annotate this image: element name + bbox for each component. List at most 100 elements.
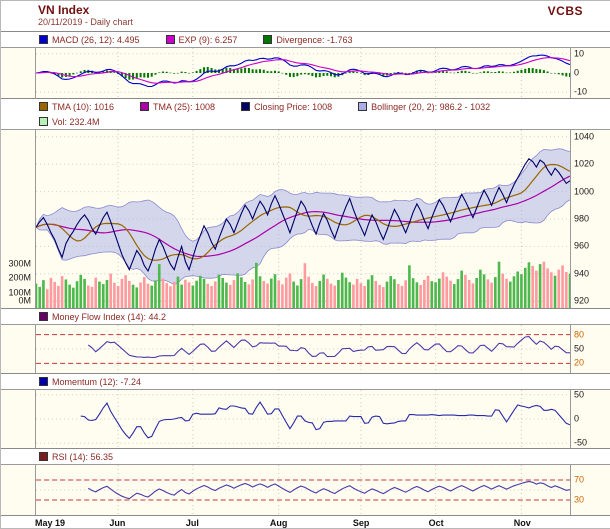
momentum-panel: Momentum (12): -7.24 50 0 -50 — [1, 373, 610, 448]
legend-item-tma25: TMA (25): 1008 — [140, 102, 215, 112]
momentum-color-swatch-icon — [39, 377, 48, 386]
x-axis-right-gutter — [571, 516, 610, 528]
exp-line — [36, 57, 570, 84]
legend-item-tma10: TMA (10): 1016 — [39, 102, 114, 112]
legend-label: EXP (9): 6.257 — [178, 34, 238, 45]
mfi-left-gutter — [1, 325, 35, 373]
x-axis-month-label: Sep — [352, 518, 370, 528]
macd-line — [36, 54, 570, 88]
chart-subtitle: 20/11/2019 - Daily chart — [38, 17, 133, 27]
volume-axis-tick: 0M — [18, 295, 31, 306]
divergence-color-swatch-icon — [263, 35, 273, 44]
y-axis-tick: -50 — [574, 437, 588, 448]
rsi-legend: RSI (14): 56.35 — [1, 449, 610, 465]
volume-axis-tick: 100M — [8, 287, 31, 298]
legend-label: Closing Price: 1008 — [254, 101, 333, 112]
mfi-plot-area — [35, 325, 571, 373]
y-axis-tick: 960 — [574, 240, 590, 251]
price-plot — [36, 130, 570, 308]
legend-label: MACD (26, 12): 4.495 — [52, 34, 140, 45]
momentum-y-axis: 50 0 -50 — [571, 390, 610, 448]
y-axis-tick: 940 — [574, 268, 590, 279]
y-axis-tick: 50 — [574, 343, 585, 354]
legend-label: Divergence: -1.763 — [276, 34, 353, 45]
y-axis-tick: 1020 — [574, 158, 595, 169]
price-plot-area — [35, 130, 571, 308]
x-axis-month-label: Jul — [185, 518, 199, 528]
price-panel: TMA (10): 1016 TMA (25): 1008 Closing Pr… — [1, 98, 610, 308]
legend-item-divergence: Divergence: -1.763 — [263, 35, 352, 45]
rsi-plot-area — [35, 465, 571, 515]
x-axis-month-label: Nov — [513, 518, 531, 528]
y-axis-tick: 0 — [574, 413, 580, 424]
mfi-panel: Money Flow Index (14): 44.2 80 50 20 — [1, 308, 610, 373]
legend-item-mfi: Money Flow Index (14): 44.2 — [39, 312, 166, 322]
price-legend: TMA (10): 1016 TMA (25): 1008 Closing Pr… — [1, 99, 610, 130]
closing-price-color-swatch-icon — [241, 102, 251, 111]
legend-label: RSI (14): 56.35 — [52, 451, 114, 462]
legend-item-volume: Vol: 232.4M — [39, 117, 100, 127]
y-axis-tick: 50 — [574, 389, 585, 400]
momentum-plot — [36, 390, 570, 448]
volume-bars — [36, 261, 570, 308]
rsi-left-gutter — [1, 465, 35, 515]
legend-label: TMA (25): 1008 — [153, 101, 216, 112]
macd-color-swatch-icon — [39, 35, 48, 44]
legend-label: Bollinger (20, 2): 986.2 - 1032 — [371, 101, 491, 112]
mfi-line — [87, 336, 570, 359]
exp-color-swatch-icon — [165, 35, 175, 44]
legend-label: Vol: 232.4M — [52, 116, 100, 127]
x-axis-month-label: Jun — [109, 518, 126, 528]
rsi-color-swatch-icon — [39, 452, 48, 461]
y-axis-tick: 70 — [574, 474, 585, 485]
bollinger-upper-line — [36, 148, 570, 242]
mfi-y-axis: 80 50 20 — [571, 325, 610, 373]
y-axis-tick: 20 — [574, 357, 585, 368]
legend-label: TMA (10): 1016 — [52, 101, 115, 112]
y-axis-tick: 0 — [574, 67, 580, 78]
y-axis-tick: 920 — [574, 295, 590, 306]
x-axis-month-label: Aug — [269, 518, 288, 528]
rsi-y-axis: 70 30 — [571, 465, 610, 515]
bollinger-color-swatch-icon — [358, 102, 368, 111]
rsi-panel: RSI (14): 56.35 70 30 — [1, 448, 610, 515]
x-axis: May 19 Jun Jul Aug Sep Oct Nov — [1, 515, 610, 528]
rsi-plot — [36, 465, 570, 515]
price-legend-row-1: TMA (10): 1016 TMA (25): 1008 Closing Pr… — [1, 99, 610, 114]
tma25-line — [36, 175, 570, 258]
mfi-color-swatch-icon — [39, 312, 48, 321]
y-axis-tick: 980 — [574, 213, 590, 224]
momentum-legend: Momentum (12): -7.24 — [1, 374, 610, 390]
legend-label: Money Flow Index (14): 44.2 — [52, 311, 167, 322]
legend-item-closing-price: Closing Price: 1008 — [241, 102, 332, 112]
macd-panel: MACD (26, 12): 4.495 EXP (9): 6.257 Dive… — [1, 31, 610, 98]
momentum-line — [80, 401, 570, 440]
x-axis-month-label: Oct — [428, 518, 444, 528]
momentum-left-gutter — [1, 390, 35, 448]
macd-plot — [36, 48, 570, 98]
volume-axis: 300M 200M 100M 0M — [1, 130, 35, 308]
y-axis-tick: 80 — [574, 329, 585, 340]
mfi-plot — [36, 325, 570, 373]
chart-header: VN Index 20/11/2019 - Daily chart VCBS — [1, 1, 610, 31]
y-axis-tick: 1000 — [574, 186, 595, 197]
volume-axis-tick: 200M — [8, 272, 31, 283]
page-title: VN Index — [38, 3, 90, 17]
x-axis-left-gutter — [1, 516, 35, 528]
y-axis-tick: 10 — [574, 48, 585, 59]
legend-item-macd: MACD (26, 12): 4.495 — [39, 35, 140, 45]
brand-logo: VCBS — [547, 4, 583, 18]
volume-axis-tick: 300M — [8, 258, 31, 268]
legend-item-exp: EXP (9): 6.257 — [165, 34, 238, 45]
price-y-axis: 1040 1020 1000 980 960 940 920 — [571, 130, 610, 308]
tma10-color-swatch-icon — [39, 102, 48, 111]
momentum-plot-area — [35, 390, 571, 448]
rsi-line — [88, 480, 570, 500]
tma10-line — [36, 163, 570, 261]
y-axis-tick: 1040 — [574, 131, 595, 142]
x-axis-month-label: May 19 — [35, 518, 66, 528]
macd-left-gutter — [1, 48, 35, 98]
macd-plot-area — [35, 48, 571, 98]
volume-color-swatch-icon — [39, 117, 48, 126]
